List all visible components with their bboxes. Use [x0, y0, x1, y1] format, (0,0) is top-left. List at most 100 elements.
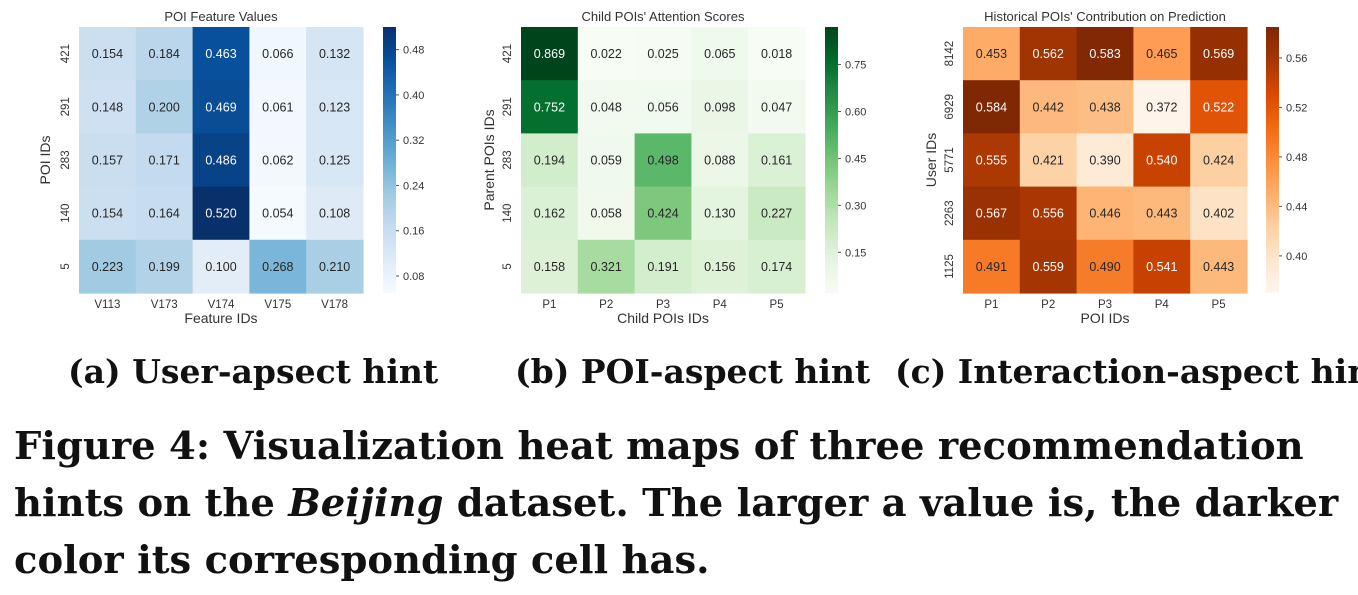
- heatmap-cell: [249, 186, 307, 241]
- colorbar-tick-label: 0.48: [403, 45, 424, 57]
- heatmap-cell: [691, 80, 749, 134]
- heatmap-cell: [748, 27, 806, 81]
- heatmap-cell: [1133, 27, 1191, 81]
- cell-value-label: 0.520: [205, 207, 236, 221]
- cell-value-label: 0.491: [976, 260, 1007, 274]
- cell-value-label: 0.156: [704, 260, 735, 274]
- heatmap-cell: [963, 186, 1021, 241]
- x-tick-label: V174: [208, 299, 235, 311]
- cell-value-label: 0.555: [976, 154, 1007, 168]
- y-tick-label: 5771: [944, 147, 956, 173]
- heatmap-cell: [135, 239, 194, 294]
- heatmap-cell: [1019, 133, 1078, 188]
- heatmap-cell: [306, 186, 364, 241]
- heatmap-cell: [1190, 133, 1248, 188]
- heatmap-cell: [691, 27, 749, 81]
- heatmap-cell: [521, 27, 579, 81]
- x-tick-label: P5: [770, 299, 784, 311]
- x-tick-label: P2: [1041, 299, 1055, 311]
- cell-value-label: 0.223: [92, 260, 123, 274]
- heatmap-cell: [249, 80, 307, 134]
- cell-value-label: 0.154: [92, 207, 123, 221]
- cell-value-label: 0.583: [1089, 47, 1120, 61]
- heatmap-cell: [192, 239, 250, 294]
- y-tick-label: 2263: [944, 200, 956, 226]
- cell-value-label: 0.438: [1089, 100, 1120, 114]
- cell-value-label: 0.062: [262, 154, 293, 168]
- colorbar-tick-label: 0.60: [845, 106, 866, 118]
- heatmap-cell: [634, 133, 692, 188]
- cell-value-label: 0.556: [1033, 207, 1064, 221]
- cell-value-label: 0.372: [1146, 100, 1177, 114]
- colorbar-tick-label: 0.08: [403, 271, 424, 283]
- heatmap-cell: [963, 239, 1021, 294]
- heatmap-cell: [306, 27, 364, 81]
- heatmap-cell: [521, 133, 579, 188]
- x-axis-label: POI IDs: [1080, 310, 1129, 326]
- cell-value-label: 0.065: [704, 47, 735, 61]
- heatmap-cell: [192, 27, 250, 81]
- cell-value-label: 0.018: [761, 47, 792, 61]
- y-tick-label: 140: [502, 204, 514, 223]
- heatmap-cell: [577, 80, 636, 134]
- colorbar: [383, 27, 396, 293]
- colorbar-tick-label: 0.48: [1286, 152, 1307, 164]
- heatmap-cell: [135, 80, 194, 134]
- colorbar-tick-label: 0.75: [845, 60, 866, 72]
- cell-value-label: 0.066: [262, 47, 293, 61]
- cell-value-label: 0.486: [205, 154, 236, 168]
- heatmap-cell: [192, 186, 250, 241]
- cell-value-label: 0.130: [704, 207, 735, 221]
- y-tick-label: 283: [502, 150, 514, 169]
- subcaption-b: (b) POI-aspect hint: [515, 352, 871, 391]
- cell-value-label: 0.498: [647, 154, 678, 168]
- cell-value-label: 0.200: [149, 100, 180, 114]
- cell-value-label: 0.421: [1033, 154, 1064, 168]
- heatmap-cell: [634, 186, 692, 241]
- cell-value-label: 0.025: [647, 47, 678, 61]
- x-tick-label: P4: [1155, 299, 1170, 311]
- cell-value-label: 0.562: [1033, 47, 1064, 61]
- heatmap-cell: [306, 80, 364, 134]
- y-tick-label: 5: [60, 263, 72, 269]
- colorbar-tick-label: 0.52: [1286, 102, 1307, 114]
- y-tick-label: 421: [502, 44, 514, 63]
- y-axis-label: POI IDs: [37, 135, 53, 184]
- cell-value-label: 0.171: [149, 154, 180, 168]
- cell-value-label: 0.443: [1203, 260, 1234, 274]
- cell-value-label: 0.184: [149, 47, 180, 61]
- heatmap-cell: [521, 239, 579, 294]
- chart-title: Historical POIs' Contribution on Predict…: [984, 9, 1226, 24]
- cell-value-label: 0.584: [976, 100, 1007, 114]
- colorbar-tick-label: 0.56: [1286, 53, 1307, 65]
- heatmap-cell: [1019, 239, 1078, 294]
- heatmap-cell: [79, 27, 137, 81]
- y-tick-label: 291: [60, 97, 72, 116]
- colorbar-tick-label: 0.44: [1286, 201, 1307, 213]
- cell-value-label: 0.191: [647, 260, 678, 274]
- caption-text-before: Visualization heat maps of three recomme…: [14, 424, 1304, 526]
- cell-value-label: 0.061: [262, 100, 293, 114]
- heatmap-cell: [1076, 80, 1134, 134]
- x-tick-label: V178: [321, 299, 348, 311]
- heatmap-cell: [79, 80, 137, 134]
- cell-value-label: 0.465: [1146, 47, 1177, 61]
- heatmap-cell: [249, 27, 307, 81]
- heatmap-cell: [1076, 27, 1134, 81]
- x-tick-label: P4: [713, 299, 728, 311]
- cell-value-label: 0.569: [1203, 47, 1234, 61]
- cell-value-label: 0.132: [319, 47, 350, 61]
- colorbar-tick-label: 0.15: [845, 247, 866, 259]
- y-tick-label: 8142: [944, 41, 956, 67]
- cell-value-label: 0.540: [1146, 154, 1177, 168]
- heatmap-cell: [577, 239, 636, 294]
- cell-value-label: 0.164: [149, 207, 180, 221]
- cell-value-label: 0.268: [262, 260, 293, 274]
- cell-value-label: 0.752: [534, 100, 565, 114]
- heatmap-cell: [1133, 133, 1191, 188]
- heatmap-cell: [577, 27, 636, 81]
- colorbar-tick-label: 0.40: [403, 90, 424, 102]
- heatmap-cell: [79, 239, 137, 294]
- heatmap-cell: [306, 239, 364, 294]
- subcaption-a: (a) User-apsect hint: [68, 352, 439, 391]
